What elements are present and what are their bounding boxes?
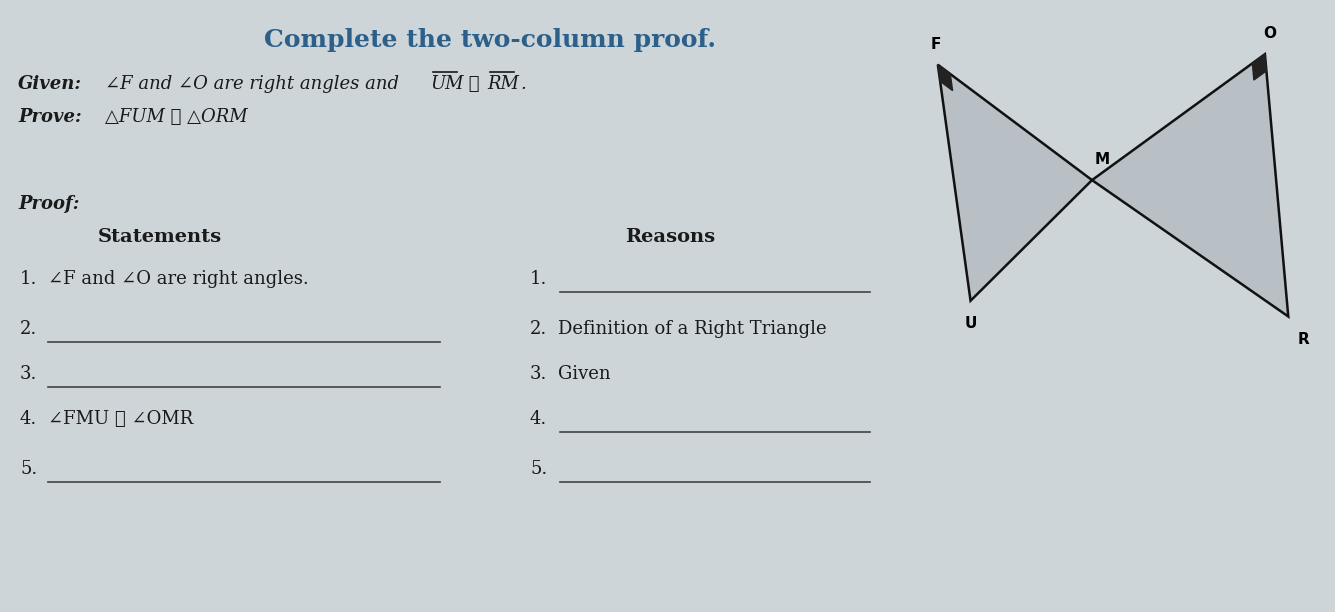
Text: .: . <box>521 75 526 93</box>
Text: UM: UM <box>430 75 463 93</box>
Text: U: U <box>964 316 977 332</box>
Text: 4.: 4. <box>530 410 547 428</box>
Polygon shape <box>937 65 953 91</box>
Text: 5.: 5. <box>530 460 547 478</box>
Text: 4.: 4. <box>20 410 37 428</box>
Text: 1.: 1. <box>530 270 547 288</box>
Polygon shape <box>1092 54 1288 316</box>
Text: Given:: Given: <box>17 75 81 93</box>
Text: 2.: 2. <box>530 320 547 338</box>
Text: 2.: 2. <box>20 320 37 338</box>
Polygon shape <box>1252 54 1267 80</box>
Text: 3.: 3. <box>530 365 547 383</box>
Text: Proof:: Proof: <box>17 195 79 213</box>
Polygon shape <box>937 65 1092 300</box>
Text: ≅: ≅ <box>463 75 485 93</box>
Text: Reasons: Reasons <box>625 228 716 246</box>
Text: ∠F and ∠O are right angles.: ∠F and ∠O are right angles. <box>48 270 308 288</box>
Text: F: F <box>930 37 941 51</box>
Text: Given: Given <box>558 365 610 383</box>
Text: Complete the two-column proof.: Complete the two-column proof. <box>264 28 716 52</box>
Text: R: R <box>1298 332 1310 347</box>
Text: △FUM ≅ △ORM: △FUM ≅ △ORM <box>105 108 247 126</box>
Text: Definition of a Right Triangle: Definition of a Right Triangle <box>558 320 826 338</box>
Text: RM: RM <box>487 75 519 93</box>
Text: Prove:: Prove: <box>17 108 81 126</box>
Text: Statements: Statements <box>97 228 222 246</box>
Text: 5.: 5. <box>20 460 37 478</box>
Text: O: O <box>1263 26 1276 41</box>
Text: M: M <box>1095 152 1109 167</box>
Text: ∠F and ∠O are right angles and: ∠F and ∠O are right angles and <box>105 75 405 93</box>
Text: ∠FMU ≅ ∠OMR: ∠FMU ≅ ∠OMR <box>48 410 194 428</box>
Text: 3.: 3. <box>20 365 37 383</box>
Text: 1.: 1. <box>20 270 37 288</box>
